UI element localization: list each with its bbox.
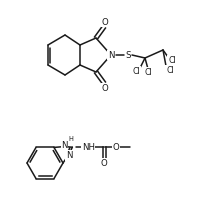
Text: O: O [102,18,108,26]
Text: N: N [108,51,114,59]
Text: Cl: Cl [144,68,152,77]
Text: Cl: Cl [166,66,174,75]
Text: Cl: Cl [132,66,140,75]
Text: O: O [102,84,108,92]
Text: S: S [125,51,131,59]
Text: O: O [101,159,108,168]
Text: Cl: Cl [168,55,176,64]
Text: H: H [68,136,73,141]
Text: NH: NH [82,143,95,152]
Text: N: N [61,141,68,150]
Text: N: N [66,151,72,160]
Text: O: O [113,143,120,152]
